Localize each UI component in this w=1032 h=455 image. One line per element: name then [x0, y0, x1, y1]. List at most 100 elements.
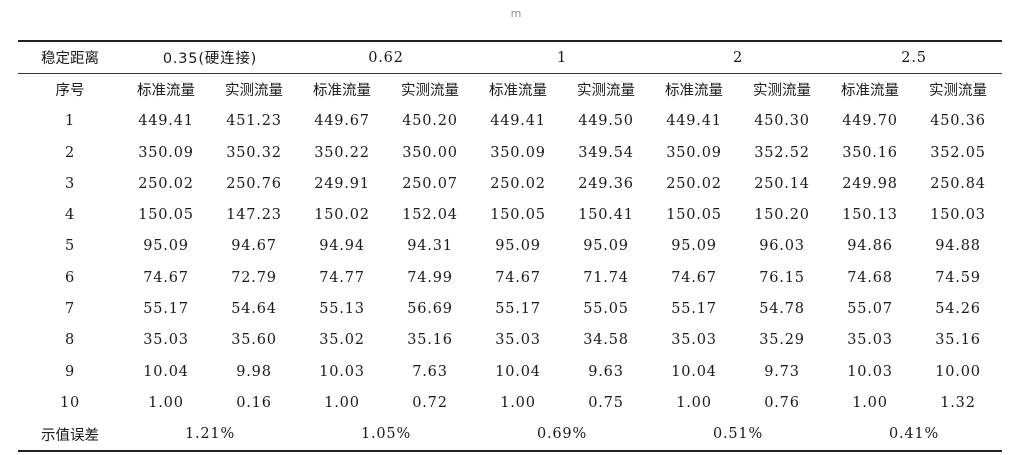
- standard-flow-cell: 55.13: [319, 301, 365, 318]
- standard-flow-cell: 55.17: [671, 301, 717, 318]
- standard-flow-cell: 74.67: [671, 269, 717, 286]
- measured-flow-cell: 9.73: [764, 363, 800, 380]
- table-row: 5 95.09 94.67 94.94 94.31 95.09 95.09 95.09 96.0…: [18, 231, 1002, 262]
- standard-flow-cell: 74.68: [847, 269, 893, 286]
- error-label: 示值误差: [18, 418, 122, 452]
- table-row: 7 55.17 54.64 55.13 56.69 55.17 55.05 55.17 54.7…: [18, 293, 1002, 324]
- standard-flow-cell: 35.03: [495, 332, 541, 349]
- standard-flow-cell: 1.00: [324, 394, 360, 411]
- standard-flow-cell: 1.00: [676, 394, 712, 411]
- measured-flow-cell: 55.05: [583, 301, 629, 318]
- measured-flow-cell: 35.16: [407, 332, 453, 349]
- error-row: 示值误差 1.21% 1.05% 0.69% 0.51% 0.41%: [18, 418, 1002, 452]
- measured-flow-header: 实测流量: [401, 83, 459, 100]
- row-index: 8: [64, 332, 76, 349]
- standard-flow-header: 标准流量: [313, 83, 371, 100]
- standard-flow-cell: 350.16: [842, 144, 898, 161]
- standard-flow-cell: 10.03: [319, 363, 365, 380]
- distance-header: 2.5: [826, 40, 1002, 75]
- measured-flow-cell: 72.79: [231, 269, 277, 286]
- flow-comparison-table: 稳定距离 0.35(硬连接) 0.62 1 2 2.5 序号 标准流量 实测流量…: [18, 40, 1002, 452]
- row-index: 2: [64, 144, 76, 161]
- standard-flow-cell: 449.41: [666, 113, 722, 130]
- measured-flow-cell: 0.76: [764, 394, 800, 411]
- measured-flow-cell: 450.20: [402, 113, 458, 130]
- error-value: 1.05%: [298, 418, 474, 452]
- row-index: 7: [64, 301, 76, 318]
- standard-flow-cell: 95.09: [495, 238, 541, 255]
- standard-flow-cell: 55.17: [143, 301, 189, 318]
- standard-flow-cell: 150.05: [666, 207, 722, 224]
- measured-flow-cell: 1.32: [940, 394, 976, 411]
- distance-header: 2: [650, 40, 826, 75]
- measured-flow-cell: 147.23: [226, 207, 282, 224]
- measured-flow-cell: 35.60: [231, 332, 277, 349]
- measured-flow-header: 实测流量: [225, 83, 283, 100]
- row-index: 1: [64, 113, 76, 130]
- standard-flow-cell: 35.02: [319, 332, 365, 349]
- measured-flow-cell: 96.03: [759, 238, 805, 255]
- measured-flow-cell: 94.88: [935, 238, 981, 255]
- standard-flow-cell: 150.05: [490, 207, 546, 224]
- measured-flow-cell: 35.16: [935, 332, 981, 349]
- measured-flow-cell: 350.00: [402, 144, 458, 161]
- standard-flow-cell: 350.09: [138, 144, 194, 161]
- measured-flow-cell: 0.75: [588, 394, 624, 411]
- measured-flow-cell: 54.26: [935, 301, 981, 318]
- unit-label: m: [510, 7, 522, 20]
- table-row: 1 449.41 451.23 449.67 450.20 449.41 449.50 449…: [18, 106, 1002, 137]
- measured-flow-cell: 54.78: [759, 301, 805, 318]
- measured-flow-cell: 250.07: [402, 175, 458, 192]
- measured-flow-cell: 94.67: [231, 238, 277, 255]
- measured-flow-cell: 250.14: [754, 175, 810, 192]
- table-row: 2 350.09 350.32 350.22 350.00 350.09 349.54 350…: [18, 137, 1002, 168]
- measured-flow-cell: 34.58: [583, 332, 629, 349]
- measured-flow-cell: 352.05: [930, 144, 986, 161]
- measured-flow-cell: 150.41: [578, 207, 634, 224]
- measured-flow-cell: 71.74: [583, 269, 629, 286]
- measured-flow-cell: 94.31: [407, 238, 453, 255]
- measured-flow-cell: 7.63: [412, 363, 448, 380]
- measured-flow-cell: 450.36: [930, 113, 986, 130]
- standard-flow-header: 标准流量: [137, 83, 195, 100]
- row-index: 5: [64, 238, 76, 255]
- measured-flow-cell: 349.54: [578, 144, 634, 161]
- standard-flow-header: 标准流量: [489, 83, 547, 100]
- standard-flow-cell: 74.67: [495, 269, 541, 286]
- standard-flow-cell: 10.04: [671, 363, 717, 380]
- table-row: 4 150.05 147.23 150.02 152.04 150.05 150.41 150…: [18, 199, 1002, 230]
- standard-flow-cell: 449.41: [490, 113, 546, 130]
- index-header: 序号: [55, 83, 85, 100]
- row-index: 10: [59, 394, 81, 411]
- measured-flow-header: 实测流量: [577, 83, 635, 100]
- error-value: 0.51%: [650, 418, 826, 452]
- row-label-header: 稳定距离: [18, 40, 122, 75]
- distance-header: 0.35(硬连接): [122, 40, 298, 75]
- standard-flow-cell: 55.17: [495, 301, 541, 318]
- error-value: 0.69%: [474, 418, 650, 452]
- standard-flow-cell: 74.77: [319, 269, 365, 286]
- standard-flow-cell: 150.05: [138, 207, 194, 224]
- standard-flow-cell: 250.02: [490, 175, 546, 192]
- measured-flow-cell: 0.72: [412, 394, 448, 411]
- table-row: 10 1.00 0.16 1.00 0.72 1.00 0.75 1.00 0.76 1.00 1.…: [18, 387, 1002, 418]
- standard-flow-cell: 35.03: [671, 332, 717, 349]
- measured-flow-cell: 74.99: [407, 269, 453, 286]
- standard-flow-cell: 95.09: [671, 238, 717, 255]
- standard-flow-cell: 350.09: [666, 144, 722, 161]
- distance-header-row: 稳定距离 0.35(硬连接) 0.62 1 2 2.5: [18, 40, 1002, 75]
- standard-flow-header: 标准流量: [841, 83, 899, 100]
- measured-flow-cell: 74.59: [935, 269, 981, 286]
- measured-flow-cell: 150.03: [930, 207, 986, 224]
- measured-flow-cell: 449.50: [578, 113, 634, 130]
- table-row: 9 10.04 9.98 10.03 7.63 10.04 9.63 10.04 9.73 10.…: [18, 356, 1002, 387]
- standard-flow-cell: 74.67: [143, 269, 189, 286]
- distance-header: 0.62: [298, 40, 474, 75]
- standard-flow-cell: 10.03: [847, 363, 893, 380]
- column-header-row: 序号 标准流量 实测流量 标准流量 实测流量 标准流量 实测流量 标准流量 实测…: [18, 74, 1002, 106]
- standard-flow-cell: 94.86: [847, 238, 893, 255]
- standard-flow-cell: 249.98: [842, 175, 898, 192]
- measured-flow-cell: 0.16: [236, 394, 272, 411]
- measured-flow-header: 实测流量: [753, 83, 811, 100]
- standard-flow-cell: 10.04: [495, 363, 541, 380]
